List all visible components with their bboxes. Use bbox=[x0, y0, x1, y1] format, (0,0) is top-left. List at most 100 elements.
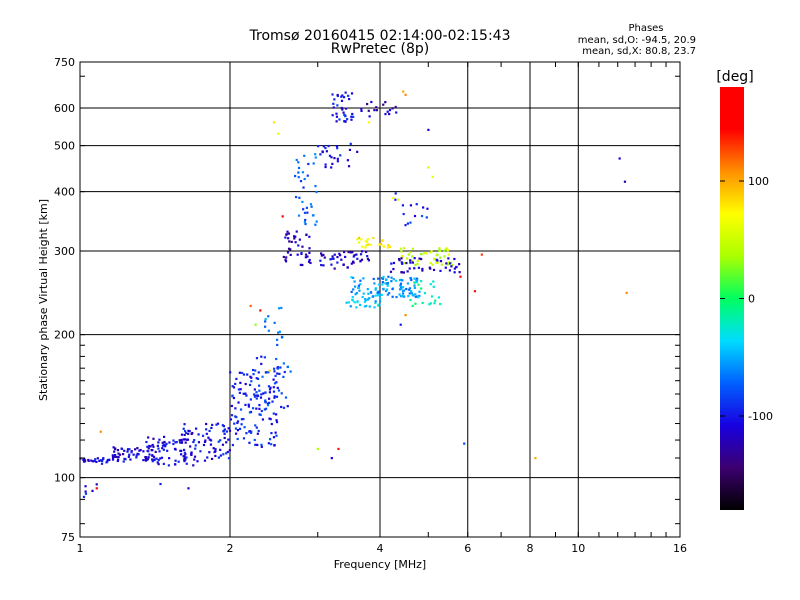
data-point bbox=[314, 156, 317, 159]
data-point bbox=[280, 306, 283, 310]
data-point bbox=[416, 259, 419, 263]
data-point bbox=[268, 401, 271, 404]
data-point bbox=[317, 145, 320, 148]
data-point bbox=[177, 460, 180, 463]
data-point bbox=[175, 440, 178, 444]
data-point bbox=[254, 443, 257, 446]
colorbar-label: [deg] bbox=[716, 69, 753, 85]
data-point bbox=[374, 287, 377, 290]
data-point bbox=[344, 91, 347, 94]
data-point bbox=[418, 290, 421, 293]
data-point bbox=[394, 192, 397, 195]
data-point bbox=[111, 454, 114, 457]
data-point bbox=[409, 290, 413, 293]
data-point bbox=[258, 384, 261, 387]
data-point bbox=[446, 249, 449, 252]
data-point bbox=[376, 291, 379, 294]
data-point bbox=[402, 271, 405, 274]
data-point bbox=[376, 292, 380, 296]
data-point bbox=[416, 262, 419, 266]
data-point bbox=[365, 244, 368, 247]
data-point bbox=[249, 304, 252, 308]
data-point bbox=[381, 283, 384, 286]
data-point bbox=[168, 457, 171, 460]
data-point bbox=[458, 271, 461, 274]
data-point bbox=[368, 305, 371, 308]
data-point bbox=[429, 283, 432, 286]
data-point bbox=[388, 292, 391, 295]
data-point bbox=[439, 256, 442, 259]
data-point bbox=[293, 235, 296, 238]
data-point bbox=[245, 432, 248, 435]
data-point bbox=[273, 321, 276, 324]
data-point bbox=[361, 295, 364, 299]
data-point bbox=[439, 269, 442, 273]
data-point bbox=[192, 440, 195, 444]
data-point bbox=[134, 448, 137, 451]
data-point bbox=[151, 449, 154, 452]
data-point bbox=[373, 282, 376, 285]
data-point bbox=[433, 302, 436, 305]
data-point bbox=[374, 288, 377, 291]
data-point bbox=[346, 159, 349, 162]
data-point bbox=[352, 255, 355, 258]
data-point bbox=[102, 458, 105, 461]
data-point bbox=[302, 208, 305, 211]
data-point bbox=[399, 284, 402, 287]
data-point bbox=[95, 483, 98, 486]
data-point bbox=[390, 280, 393, 283]
data-point bbox=[174, 459, 177, 462]
data-point bbox=[182, 427, 185, 430]
data-point bbox=[303, 154, 306, 157]
data-point bbox=[231, 443, 234, 447]
data-point bbox=[308, 258, 311, 262]
data-point bbox=[384, 282, 388, 285]
data-point bbox=[418, 257, 421, 260]
data-point bbox=[348, 148, 352, 152]
data-point bbox=[414, 302, 417, 305]
data-point bbox=[373, 306, 376, 309]
data-point bbox=[106, 458, 109, 462]
data-point bbox=[148, 453, 151, 456]
data-point bbox=[352, 288, 355, 291]
data-point bbox=[223, 428, 226, 431]
data-point bbox=[306, 255, 309, 258]
data-point bbox=[174, 463, 177, 466]
data-point bbox=[382, 287, 385, 291]
x-tick-label: 16 bbox=[673, 542, 687, 555]
data-point bbox=[366, 102, 369, 106]
data-point bbox=[374, 300, 377, 303]
data-point bbox=[225, 452, 228, 455]
data-point bbox=[208, 451, 211, 454]
data-point bbox=[359, 279, 362, 282]
data-point bbox=[405, 261, 408, 265]
data-point bbox=[259, 309, 262, 312]
data-point bbox=[290, 240, 293, 243]
data-point bbox=[369, 290, 372, 294]
data-point bbox=[354, 293, 357, 296]
data-point bbox=[387, 275, 390, 278]
data-point bbox=[246, 373, 249, 376]
data-point bbox=[233, 422, 236, 425]
data-point bbox=[118, 453, 122, 456]
data-point bbox=[144, 456, 147, 459]
data-point bbox=[330, 456, 333, 460]
data-point bbox=[330, 166, 333, 169]
data-point bbox=[333, 253, 336, 256]
data-point bbox=[301, 171, 305, 174]
data-point bbox=[347, 250, 350, 254]
data-point bbox=[420, 214, 424, 218]
data-point bbox=[184, 441, 187, 444]
data-point bbox=[377, 277, 380, 280]
data-point bbox=[303, 221, 306, 224]
data-point bbox=[365, 304, 368, 308]
data-point bbox=[227, 438, 230, 441]
data-point bbox=[473, 290, 477, 293]
data-point bbox=[121, 453, 125, 456]
data-point bbox=[400, 294, 403, 298]
data-point bbox=[415, 277, 419, 280]
data-point bbox=[193, 458, 196, 461]
data-point bbox=[135, 454, 138, 457]
x-tick-label: 8 bbox=[527, 542, 534, 555]
data-point bbox=[400, 257, 403, 260]
